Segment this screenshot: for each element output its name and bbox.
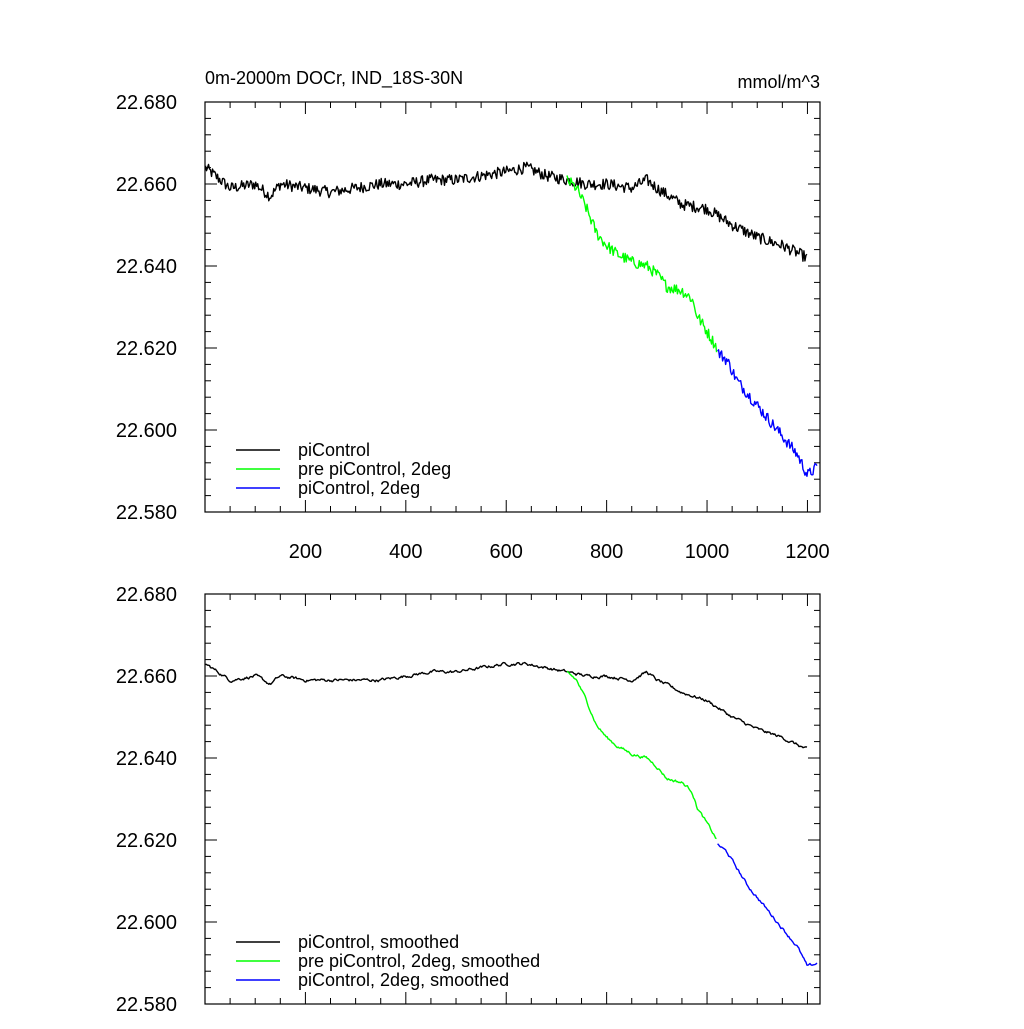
top-y-tick-label: 22.660 bbox=[116, 174, 177, 196]
top-x-tick-label: 1200 bbox=[785, 541, 830, 563]
top-plot-frame bbox=[204, 101, 821, 513]
bottom-plot-frame bbox=[204, 593, 821, 1005]
top-x-tick-label: 400 bbox=[389, 541, 422, 563]
bottom-y-tick-label: 22.620 bbox=[116, 830, 177, 852]
top-x-tick-label: 800 bbox=[590, 541, 623, 563]
top-legend-label: piControl, 2deg bbox=[298, 478, 420, 498]
top-series-line-2 bbox=[717, 349, 818, 478]
bottom-series-line-1 bbox=[566, 670, 717, 840]
top-series-line-0 bbox=[204, 161, 808, 262]
bottom-series-line-0 bbox=[205, 661, 808, 749]
top-y-tick-label: 22.620 bbox=[116, 338, 177, 360]
bottom-y-tick-label: 22.580 bbox=[116, 994, 177, 1016]
bottom-y-tick-label: 22.640 bbox=[116, 748, 177, 770]
top-y-tick-label: 22.580 bbox=[116, 502, 177, 524]
chart-title: 0m-2000m DOCr, IND_18S-30N bbox=[205, 68, 463, 89]
top-series-line-1 bbox=[566, 175, 718, 353]
top-y-tick-label: 22.680 bbox=[116, 92, 177, 114]
top-x-tick-label: 1000 bbox=[685, 541, 730, 563]
bottom-y-tick-label: 22.600 bbox=[116, 912, 177, 934]
top-legend-label: pre piControl, 2deg bbox=[298, 459, 451, 479]
top-x-tick-label: 600 bbox=[490, 541, 523, 563]
bottom-legend-label: pre piControl, 2deg, smoothed bbox=[298, 951, 540, 971]
top-panel: 22.580 22.600 22.620 22.640 22.660 22.680 200 4… bbox=[116, 68, 830, 563]
top-y-tick-label: 22.600 bbox=[116, 420, 177, 442]
bottom-series-line-2 bbox=[717, 843, 818, 966]
top-y-tick-label: 22.640 bbox=[116, 256, 177, 278]
bottom-y-tick-label: 22.660 bbox=[116, 666, 177, 688]
bottom-y-tick-label: 22.680 bbox=[116, 584, 177, 606]
top-x-tick-label: 200 bbox=[289, 541, 322, 563]
units-label: mmol/m^3 bbox=[738, 72, 820, 92]
bottom-panel: 22.580 22.600 22.620 22.640 22.660 22.680 piCo… bbox=[116, 584, 821, 1016]
bottom-legend-label: piControl, smoothed bbox=[298, 932, 459, 952]
bottom-legend-label: piControl, 2deg, smoothed bbox=[298, 970, 509, 990]
top-legend-label: piControl bbox=[298, 440, 370, 460]
